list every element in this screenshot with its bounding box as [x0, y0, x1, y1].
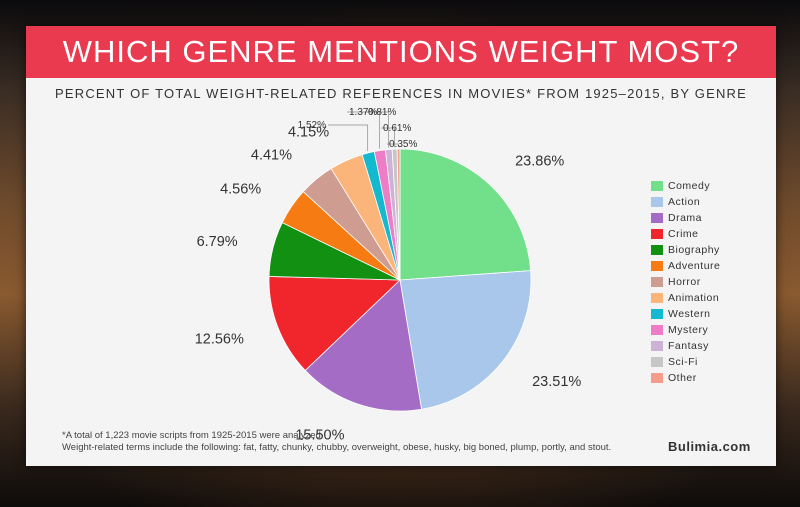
legend-label-fantasy: Fantasy — [668, 340, 709, 352]
chart-legend: Comedy Action Drama Crime Biography Adventure… — [651, 178, 761, 386]
legend-label-western: Western — [668, 308, 711, 320]
pie-slices — [268, 148, 532, 412]
footnote-line-1: *A total of 1,223 movie scripts from 192… — [62, 430, 324, 441]
legend-label-sci-fi: Sci-Fi — [668, 356, 698, 368]
legend-label-adventure: Adventure — [668, 260, 721, 272]
legend-swatch-mystery — [651, 325, 663, 335]
leader-lines — [328, 111, 399, 151]
legend-swatch-animation — [651, 293, 663, 303]
infographic-card: WHICH GENRE MENTIONS WEIGHT MOST? PERCEN… — [26, 26, 776, 466]
leader-line-fantasy — [366, 111, 389, 148]
legend-swatch-biography — [651, 245, 663, 255]
slice-label-animation: 4.15% — [288, 124, 329, 140]
legend-item-horror: Horror — [651, 274, 761, 290]
pie-slice-drama — [304, 279, 423, 412]
legend-item-crime: Crime — [651, 226, 761, 242]
slice-label-western: 1.52% — [298, 120, 326, 131]
brand-logo-text: Bulimia.com — [668, 439, 751, 454]
slice-label-comedy: 23.86% — [515, 154, 564, 170]
pie-slice-action — [399, 270, 532, 410]
legend-item-mystery: Mystery — [651, 322, 761, 338]
legend-item-action: Action — [651, 194, 761, 210]
slice-label-horror: 4.41% — [251, 148, 292, 164]
slice-label-fantasy: 0.81% — [368, 107, 396, 118]
legend-label-crime: Crime — [668, 228, 699, 240]
legend-swatch-fantasy — [651, 341, 663, 351]
leader-line-sci-fi — [381, 127, 395, 148]
title-banner: WHICH GENRE MENTIONS WEIGHT MOST? — [26, 26, 776, 78]
legend-item-adventure: Adventure — [651, 258, 761, 274]
slice-label-sci-fi: 0.61% — [383, 123, 411, 134]
legend-item-drama: Drama — [651, 210, 761, 226]
legend-item-fantasy: Fantasy — [651, 338, 761, 354]
pie-slice-comedy — [399, 148, 532, 281]
legend-label-comedy: Comedy — [668, 180, 711, 192]
slice-label-drama: 15.50% — [295, 428, 344, 444]
page-title: WHICH GENRE MENTIONS WEIGHT MOST? — [62, 34, 740, 69]
legend-swatch-horror — [651, 277, 663, 287]
pie-slice-other — [396, 148, 401, 281]
legend-label-mystery: Mystery — [668, 324, 709, 336]
slice-labels: 23.86% 23.51% 15.50% 12.56% 6.79% 4.56% 4.41% 4… — [195, 107, 582, 444]
legend-label-other: Other — [668, 372, 697, 384]
legend-label-horror: Horror — [668, 276, 701, 288]
pie-slice-crime — [268, 276, 401, 372]
legend-item-other: Other — [651, 370, 761, 386]
legend-label-biography: Biography — [668, 244, 720, 256]
legend-swatch-drama — [651, 213, 663, 223]
legend-swatch-western — [651, 309, 663, 319]
slice-label-crime: 12.56% — [195, 332, 244, 348]
chart-subtitle: PERCENT OF TOTAL WEIGHT-RELATED REFERENC… — [55, 86, 747, 101]
legend-swatch-action — [651, 197, 663, 207]
legend-item-western: Western — [651, 306, 761, 322]
legend-swatch-crime — [651, 229, 663, 239]
slice-label-action: 23.51% — [532, 374, 581, 390]
legend-item-animation: Animation — [651, 290, 761, 306]
legend-item-comedy: Comedy — [651, 178, 761, 194]
legend-swatch-comedy — [651, 181, 663, 191]
leader-line-other — [387, 143, 399, 147]
legend-label-action: Action — [668, 196, 701, 208]
legend-label-drama: Drama — [668, 212, 703, 224]
footnote-line-2: Weight-related terms include the followi… — [62, 442, 612, 453]
footnote: *A total of 1,223 movie scripts from 192… — [62, 430, 662, 454]
leader-line-western — [328, 124, 369, 151]
slice-label-other: 0.35% — [389, 139, 417, 150]
slice-label-biography: 6.79% — [197, 234, 238, 250]
legend-swatch-adventure — [651, 261, 663, 271]
legend-item-biography: Biography — [651, 242, 761, 258]
legend-item-sci-fi: Sci-Fi — [651, 354, 761, 370]
slice-label-adventure: 4.56% — [220, 181, 261, 197]
legend-label-animation: Animation — [668, 292, 720, 304]
pie-chart: 23.86% 23.51% 15.50% 12.56% 6.79% 4.56% 4.41% 4… — [195, 107, 582, 444]
slice-label-mystery: 1.37% — [349, 107, 377, 118]
legend-swatch-sci-fi — [651, 357, 663, 367]
legend-swatch-other — [651, 373, 663, 383]
